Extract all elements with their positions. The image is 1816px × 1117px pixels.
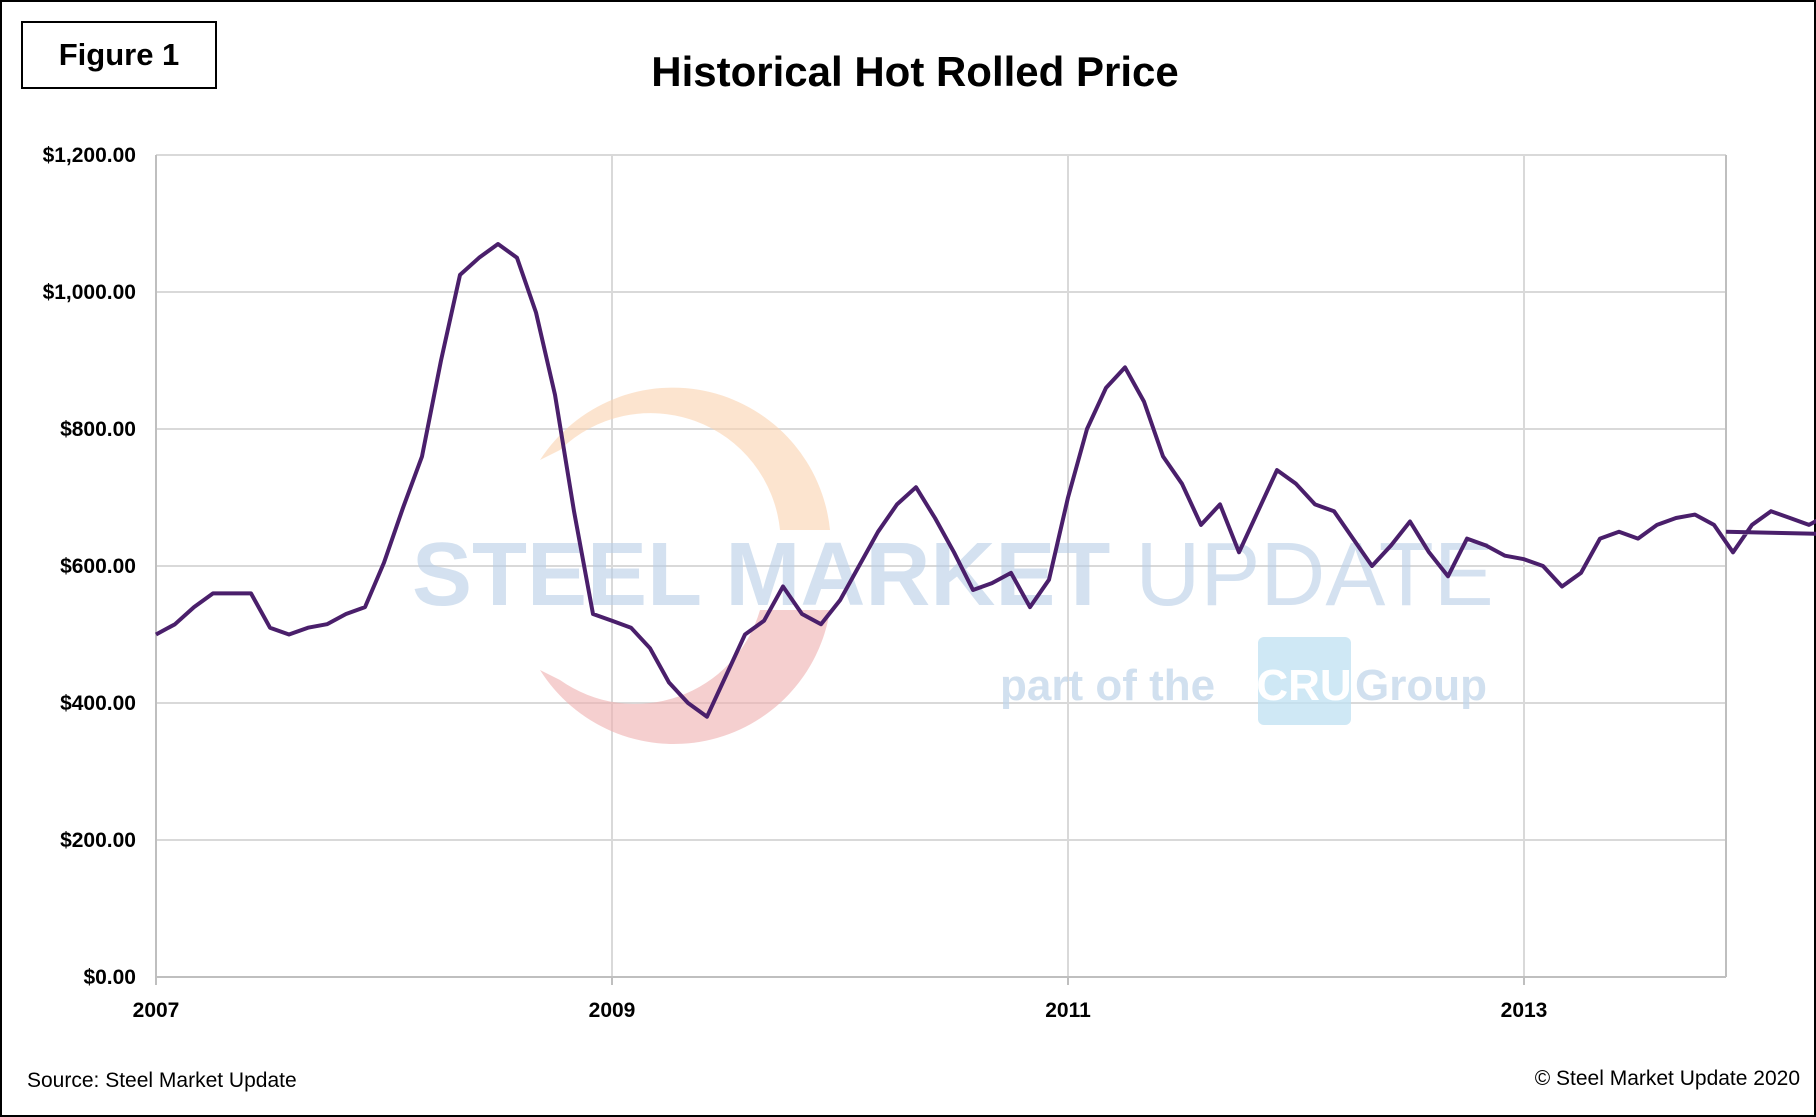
price-line: [155, 242, 1816, 719]
watermark-group: Group: [1355, 661, 1487, 710]
cru-logo-box: [1258, 637, 1351, 725]
source-note: Source: Steel Market Update: [27, 1069, 297, 1092]
x-tick-label: 2013: [1501, 999, 1548, 1022]
y-tick-label: $400.00: [60, 692, 136, 715]
y-tick-label: $1,000.00: [43, 281, 136, 304]
y-tick-label: $600.00: [60, 555, 136, 578]
x-tick-label: 2007: [133, 999, 180, 1022]
watermark-part-of: part of the: [1000, 661, 1215, 710]
figure-label: Figure 1: [21, 21, 217, 89]
y-tick-label: $0.00: [83, 966, 136, 989]
watermark-crescent-top: [540, 387, 830, 530]
watermark-text-light: UPDATE: [1110, 525, 1493, 625]
watermark-crescent-bottom: [540, 610, 830, 745]
x-tick-label: 2009: [589, 999, 636, 1022]
y-tick-label: $1,200.00: [43, 144, 136, 167]
x-tick-label: 2011: [1045, 999, 1091, 1022]
chart-title: Historical Hot Rolled Price: [651, 48, 1179, 95]
y-tick-label: $800.00: [60, 418, 136, 441]
cru-logo-text: CRU: [1256, 661, 1351, 710]
y-tick-label: $200.00: [60, 829, 136, 852]
copyright-note: © Steel Market Update 2020: [1534, 1067, 1800, 1090]
watermark-logo: STEEL MARKET UPDATE part of the CRU Grou…: [412, 387, 1494, 745]
watermark-text-bold: STEEL MARKET: [412, 525, 1110, 625]
svg-text:STEEL MARKET UPDATE: STEEL MARKET UPDATE: [412, 525, 1494, 625]
